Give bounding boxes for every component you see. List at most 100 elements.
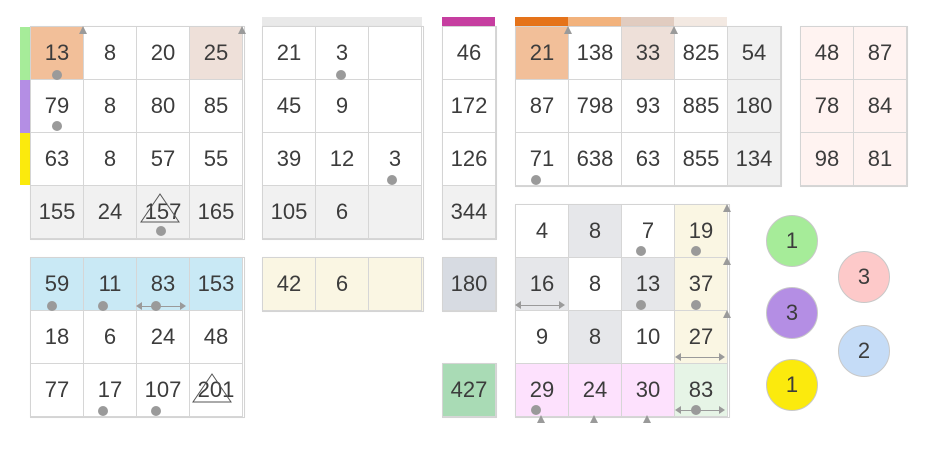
cell[interactable]: 12 [316, 133, 369, 186]
cell[interactable]: 29 [516, 364, 569, 417]
cell[interactable]: 57 [137, 133, 190, 186]
cell[interactable]: 18 [31, 311, 84, 364]
cell[interactable]: 4 [516, 205, 569, 258]
cell[interactable]: 8 [84, 80, 137, 133]
sum-cell[interactable]: 344 [443, 186, 496, 239]
double-arrow-marker [675, 353, 725, 361]
cell[interactable]: 8 [84, 27, 137, 80]
cell[interactable]: 21 [516, 27, 569, 80]
sum-cell[interactable]: 54 [728, 27, 781, 80]
cell[interactable]: 11 [84, 258, 137, 311]
dot-marker [336, 70, 346, 80]
grid-i: 427 [442, 363, 497, 418]
number-circle-yellow[interactable]: 1 [766, 359, 818, 411]
cell[interactable]: 83 [675, 364, 728, 417]
cell[interactable]: 8 [569, 205, 622, 258]
cell[interactable]: 8 [84, 133, 137, 186]
cell[interactable]: 21 [263, 27, 316, 80]
sum-cell[interactable]: 24 [84, 186, 137, 239]
grid-j: 4 8 7 19 16 8 13 37 9 8 10 27 29 24 30 8… [515, 204, 730, 418]
cell[interactable]: 71 [516, 133, 569, 186]
cell[interactable]: 3 [369, 133, 422, 186]
cell[interactable]: 8 [569, 311, 622, 364]
cell[interactable]: 20 [137, 27, 190, 80]
cell[interactable]: 93 [622, 80, 675, 133]
double-arrow-marker [515, 301, 565, 309]
sum-cell[interactable]: 165 [190, 186, 243, 239]
cell[interactable] [369, 27, 422, 80]
cell[interactable]: 84 [854, 80, 907, 133]
cell[interactable]: 638 [569, 133, 622, 186]
number-circle-pink[interactable]: 3 [838, 251, 890, 303]
cell[interactable]: 48 [190, 311, 243, 364]
cell[interactable]: 10 [622, 311, 675, 364]
cell[interactable]: 77 [31, 364, 84, 417]
cell[interactable]: 19 [675, 205, 728, 258]
cell[interactable]: 24 [569, 364, 622, 417]
cell[interactable]: 85 [190, 80, 243, 133]
double-arrow-marker [675, 406, 725, 414]
sum-cell[interactable]: 180 [728, 80, 781, 133]
cell[interactable]: 30 [622, 364, 675, 417]
cell[interactable]: 42 [263, 258, 316, 311]
cell[interactable]: 59 [31, 258, 84, 311]
cell[interactable]: 79 [31, 80, 84, 133]
cell[interactable]: 8 [569, 258, 622, 311]
cell[interactable]: 855 [675, 133, 728, 186]
cell[interactable]: 9 [516, 311, 569, 364]
grid-h: 180 [442, 257, 497, 312]
cell[interactable] [369, 80, 422, 133]
cell[interactable]: 46 [443, 27, 496, 80]
row-color-bar-purple [20, 80, 30, 133]
arrow-up-marker [238, 26, 246, 34]
cell[interactable]: 138 [569, 27, 622, 80]
cell[interactable]: 180 [443, 258, 496, 311]
cell[interactable]: 107 [137, 364, 190, 417]
cell[interactable]: 24 [137, 311, 190, 364]
cell[interactable]: 80 [137, 80, 190, 133]
dot-marker [52, 121, 62, 131]
cell[interactable]: 87 [516, 80, 569, 133]
column-header-bar [674, 17, 727, 27]
sum-cell[interactable]: 105 [263, 186, 316, 239]
column-header-bar [621, 17, 674, 27]
cell[interactable]: 63 [622, 133, 675, 186]
dot-marker [47, 301, 57, 311]
cell[interactable]: 25 [190, 27, 243, 80]
cell[interactable]: 63 [31, 133, 84, 186]
cell[interactable]: 33 [622, 27, 675, 80]
cell[interactable]: 17 [84, 364, 137, 417]
sum-cell[interactable]: 155 [31, 186, 84, 239]
cell[interactable]: 153 [190, 258, 243, 311]
cell[interactable]: 48 [801, 27, 854, 80]
cell[interactable]: 39 [263, 133, 316, 186]
cell[interactable]: 55 [190, 133, 243, 186]
cell[interactable] [369, 258, 422, 311]
arrow-up-marker [590, 415, 598, 423]
cell[interactable]: 37 [675, 258, 728, 311]
cell[interactable]: 13 [622, 258, 675, 311]
cell[interactable]: 81 [854, 133, 907, 186]
cell[interactable]: 885 [675, 80, 728, 133]
sum-cell[interactable] [369, 186, 422, 239]
sum-cell[interactable]: 134 [728, 133, 781, 186]
number-circle-purple[interactable]: 3 [766, 287, 818, 339]
dot-marker [156, 226, 166, 236]
grid-c: 46 172 126 344 [442, 26, 497, 240]
number-circle-green[interactable]: 1 [766, 215, 818, 267]
cell[interactable]: 172 [443, 80, 496, 133]
cell[interactable]: 6 [316, 258, 369, 311]
cell[interactable]: 78 [801, 80, 854, 133]
cell[interactable]: 98 [801, 133, 854, 186]
cell[interactable]: 825 [675, 27, 728, 80]
cell[interactable]: 427 [443, 364, 496, 417]
cell[interactable]: 126 [443, 133, 496, 186]
cell[interactable]: 798 [569, 80, 622, 133]
cell[interactable]: 87 [854, 27, 907, 80]
number-circle-blue[interactable]: 2 [838, 325, 890, 377]
cell[interactable]: 9 [316, 80, 369, 133]
cell[interactable]: 6 [84, 311, 137, 364]
cell[interactable]: 7 [622, 205, 675, 258]
sum-cell[interactable]: 6 [316, 186, 369, 239]
cell[interactable]: 45 [263, 80, 316, 133]
